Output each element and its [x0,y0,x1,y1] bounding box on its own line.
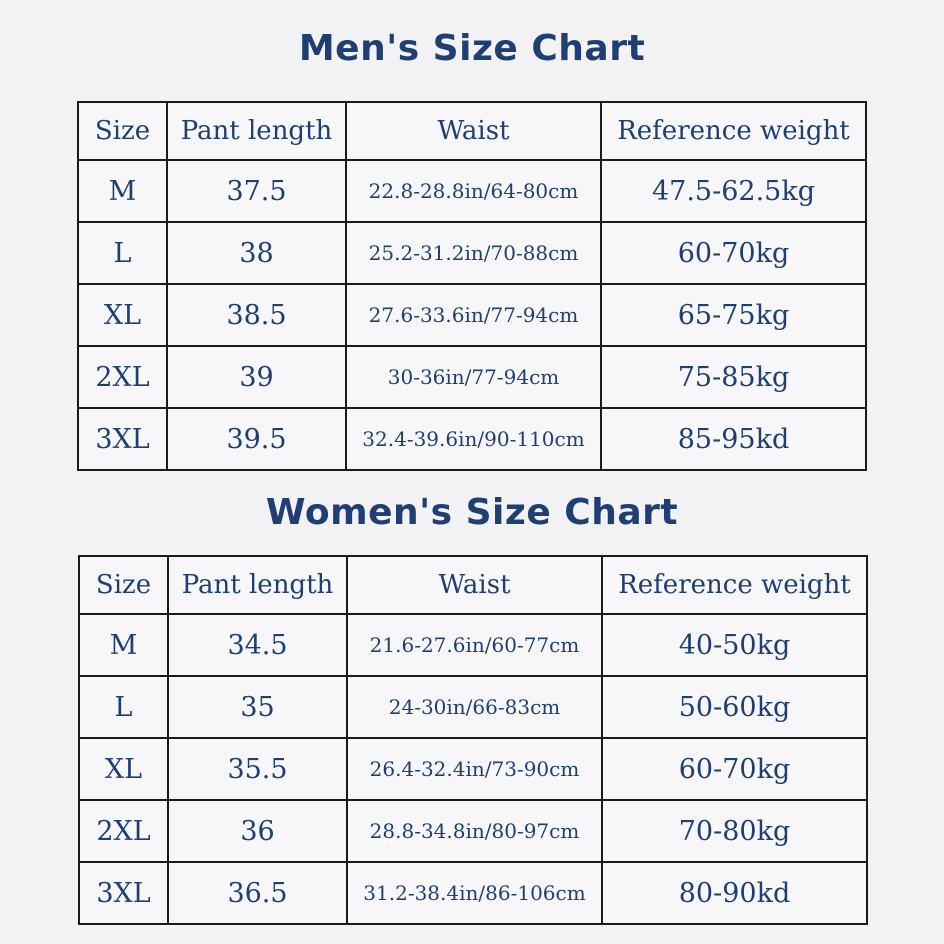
size-cell: M [78,613,169,677]
waist-cell: 31.2-38.4in/86-106cm [346,861,603,925]
waist-cell: 24-30in/66-83cm [346,675,603,739]
reference-weight-cell: 80-90kd [601,861,868,925]
waist-cell: 22.8-28.8in/64-80cm [345,159,602,223]
waist-cell: 26.4-32.4in/73-90cm [346,737,603,801]
size-cell: M [77,159,168,223]
reference-weight-cell: 50-60kg [601,675,868,739]
pant-length-cell: 34.5 [167,613,348,677]
header-pant-length: Pant length [167,555,348,615]
pant-length-cell: 37.5 [166,159,347,223]
waist-cell: 30-36in/77-94cm [345,345,602,409]
header-waist: Waist [345,101,602,161]
reference-weight-cell: 75-85kg [600,345,867,409]
header-size: Size [77,101,168,161]
pant-length-cell: 38 [166,221,347,285]
waist-cell: 32.4-39.6in/90-110cm [345,407,602,471]
waist-cell: 21.6-27.6in/60-77cm [346,613,603,677]
table-row: 3XL 39.5 32.4-39.6in/90-110cm 85-95kd [77,407,867,471]
size-cell: 2XL [78,799,169,863]
reference-weight-cell: 47.5-62.5kg [600,159,867,223]
header-waist: Waist [346,555,603,615]
header-reference-weight: Reference weight [601,555,868,615]
pant-length-cell: 38.5 [166,283,347,347]
pant-length-cell: 36 [167,799,348,863]
table-header-row: Size Pant length Waist Reference weight [78,555,868,615]
size-cell: XL [77,283,168,347]
table-row: XL 35.5 26.4-32.4in/73-90cm 60-70kg [78,737,868,801]
reference-weight-cell: 70-80kg [601,799,868,863]
size-cell: 2XL [77,345,168,409]
pant-length-cell: 36.5 [167,861,348,925]
waist-cell: 28.8-34.8in/80-97cm [346,799,603,863]
size-cell: 3XL [78,861,169,925]
table-row: 2XL 36 28.8-34.8in/80-97cm 70-80kg [78,799,868,863]
size-cell: L [78,675,169,739]
pant-length-cell: 39.5 [166,407,347,471]
pant-length-cell: 35 [167,675,348,739]
waist-cell: 27.6-33.6in/77-94cm [345,283,602,347]
reference-weight-cell: 60-70kg [600,221,867,285]
table-header-row: Size Pant length Waist Reference weight [77,101,867,161]
size-cell: L [77,221,168,285]
reference-weight-cell: 85-95kd [600,407,867,471]
waist-cell: 25.2-31.2in/70-88cm [345,221,602,285]
womens-size-chart-title: Women's Size Chart [265,492,679,533]
reference-weight-cell: 65-75kg [600,283,867,347]
pant-length-cell: 39 [166,345,347,409]
womens-size-table: Size Pant length Waist Reference weight … [78,555,868,925]
table-row: M 34.5 21.6-27.6in/60-77cm 40-50kg [78,613,868,677]
table-row: XL 38.5 27.6-33.6in/77-94cm 65-75kg [77,283,867,347]
mens-size-chart-title: Men's Size Chart [298,28,646,69]
size-cell: XL [78,737,169,801]
table-row: 2XL 39 30-36in/77-94cm 75-85kg [77,345,867,409]
table-row: L 35 24-30in/66-83cm 50-60kg [78,675,868,739]
table-row: 3XL 36.5 31.2-38.4in/86-106cm 80-90kd [78,861,868,925]
header-reference-weight: Reference weight [600,101,867,161]
header-size: Size [78,555,169,615]
reference-weight-cell: 60-70kg [601,737,868,801]
reference-weight-cell: 40-50kg [601,613,868,677]
size-cell: 3XL [77,407,168,471]
table-row: L 38 25.2-31.2in/70-88cm 60-70kg [77,221,867,285]
pant-length-cell: 35.5 [167,737,348,801]
mens-size-table: Size Pant length Waist Reference weight … [77,101,867,471]
header-pant-length: Pant length [166,101,347,161]
table-row: M 37.5 22.8-28.8in/64-80cm 47.5-62.5kg [77,159,867,223]
